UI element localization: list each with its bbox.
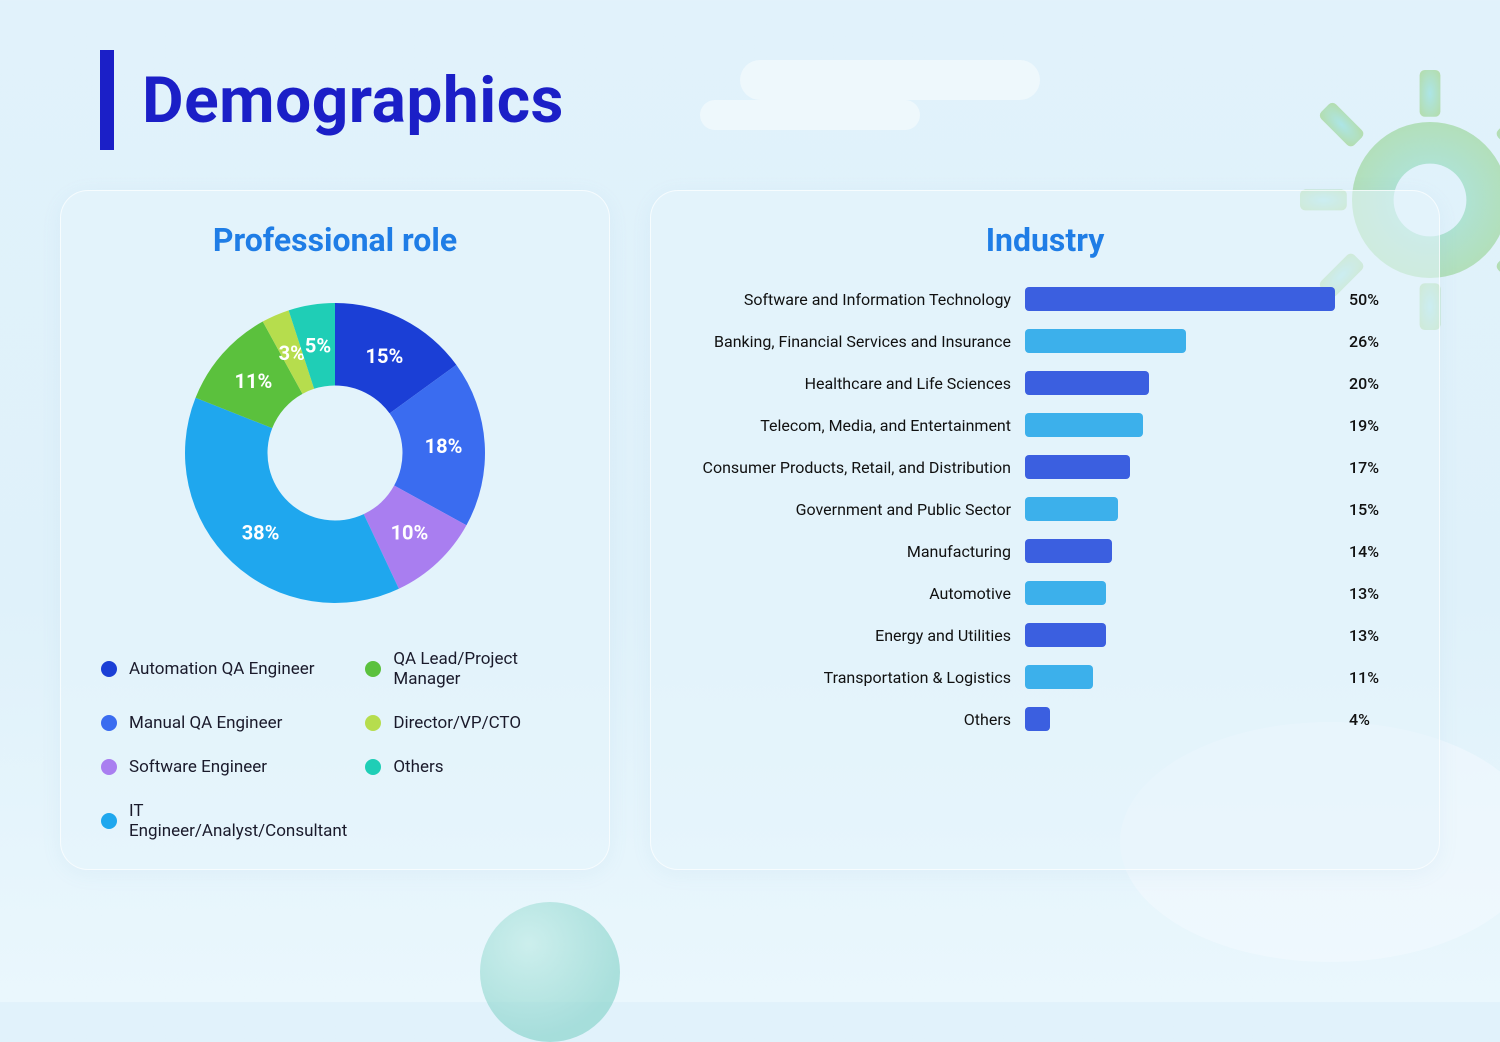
bar-value: 17% [1349,458,1395,477]
bar-track [1025,371,1335,395]
legend-label: Automation QA Engineer [129,659,315,679]
bar-fill [1025,371,1149,395]
bar-value: 4% [1349,710,1395,729]
bar-label: Banking, Financial Services and Insuranc… [685,332,1011,351]
bar-row: Consumer Products, Retail, and Distribut… [685,455,1395,479]
bar-fill [1025,581,1106,605]
bar-row: Healthcare and Life Sciences 20% [685,371,1395,395]
bar-label: Healthcare and Life Sciences [685,374,1011,393]
bar-track [1025,455,1335,479]
legend-label: Others [393,757,443,777]
donut-slice-label: 15% [366,344,404,368]
bar-track [1025,707,1335,731]
bar-value: 13% [1349,584,1395,603]
legend-item: Automation QA Engineer [101,649,347,689]
bar-label: Telecom, Media, and Entertainment [685,416,1011,435]
bar-fill [1025,665,1093,689]
bar-value: 13% [1349,626,1395,645]
bar-label: Government and Public Sector [685,500,1011,519]
bar-fill [1025,707,1050,731]
legend-dot [101,715,117,731]
professional-role-title: Professional role [95,221,575,259]
donut-slice-label: 38% [242,520,280,544]
bar-label: Automotive [685,584,1011,603]
bar-track [1025,623,1335,647]
bar-track [1025,413,1335,437]
bar-fill [1025,287,1335,311]
donut-slice-label: 11% [235,369,273,393]
bar-track [1025,581,1335,605]
industry-bars: Software and Information Technology 50% Ba… [685,283,1405,735]
bar-track [1025,539,1335,563]
bar-row: Software and Information Technology 50% [685,287,1395,311]
bar-fill [1025,497,1118,521]
bar-value: 20% [1349,374,1395,393]
bar-label: Energy and Utilities [685,626,1011,645]
bar-row: Others 4% [685,707,1395,731]
bar-row: Automotive 13% [685,581,1395,605]
bar-label: Manufacturing [685,542,1011,561]
bar-value: 11% [1349,668,1395,687]
bar-track [1025,287,1335,311]
bar-track [1025,665,1335,689]
bar-value: 14% [1349,542,1395,561]
legend-item: Software Engineer [101,757,347,777]
legend-dot [101,813,117,829]
legend-label: IT Engineer/Analyst/Consultant [129,801,347,841]
bar-label: Others [685,710,1011,729]
bar-row: Transportation & Logistics 11% [685,665,1395,689]
bar-label: Transportation & Logistics [685,668,1011,687]
legend-dot [365,661,381,677]
industry-panel: Industry Software and Information Techno… [650,190,1440,870]
legend-item: Manual QA Engineer [101,713,347,733]
bar-value: 26% [1349,332,1395,351]
donut-slice-label: 5% [305,334,331,358]
bar-track [1025,497,1335,521]
decorative-bubble [480,902,620,1042]
legend-label: Manual QA Engineer [129,713,282,733]
legend-label: Director/VP/CTO [393,713,521,733]
bar-row: Banking, Financial Services and Insuranc… [685,329,1395,353]
bar-fill [1025,455,1130,479]
donut-slice-label: 10% [391,520,429,544]
legend-dot [101,759,117,775]
legend-item: IT Engineer/Analyst/Consultant [101,801,347,841]
page-title-row: Demographics [100,50,1440,150]
legend-item: Others [365,757,569,777]
donut-slice [185,398,399,603]
professional-role-panel: Professional role 15%18%10%38%11%3%5% Au… [60,190,610,870]
bar-value: 15% [1349,500,1395,519]
bar-row: Manufacturing 14% [685,539,1395,563]
legend-label: Software Engineer [129,757,267,777]
legend-item: Director/VP/CTO [365,713,569,733]
bar-track [1025,329,1335,353]
donut-slice-label: 18% [425,434,463,458]
bar-value: 50% [1349,290,1395,309]
bar-row: Government and Public Sector 15% [685,497,1395,521]
professional-role-legend: Automation QA Engineer QA Lead/Project Ma… [95,649,575,841]
professional-role-donut: 15%18%10%38%11%3%5% [95,283,575,623]
legend-dot [101,661,117,677]
industry-title: Industry [685,221,1405,259]
bar-row: Telecom, Media, and Entertainment 19% [685,413,1395,437]
bar-label: Software and Information Technology [685,290,1011,309]
bar-fill [1025,623,1106,647]
bar-row: Energy and Utilities 13% [685,623,1395,647]
legend-dot [365,715,381,731]
legend-item: QA Lead/Project Manager [365,649,569,689]
page-title: Demographics [142,63,564,138]
bar-value: 19% [1349,416,1395,435]
legend-dot [365,759,381,775]
title-accent-bar [100,50,114,150]
legend-label: QA Lead/Project Manager [393,649,569,689]
bar-fill [1025,539,1112,563]
bar-label: Consumer Products, Retail, and Distribut… [685,458,1011,477]
bar-fill [1025,329,1186,353]
bar-fill [1025,413,1143,437]
